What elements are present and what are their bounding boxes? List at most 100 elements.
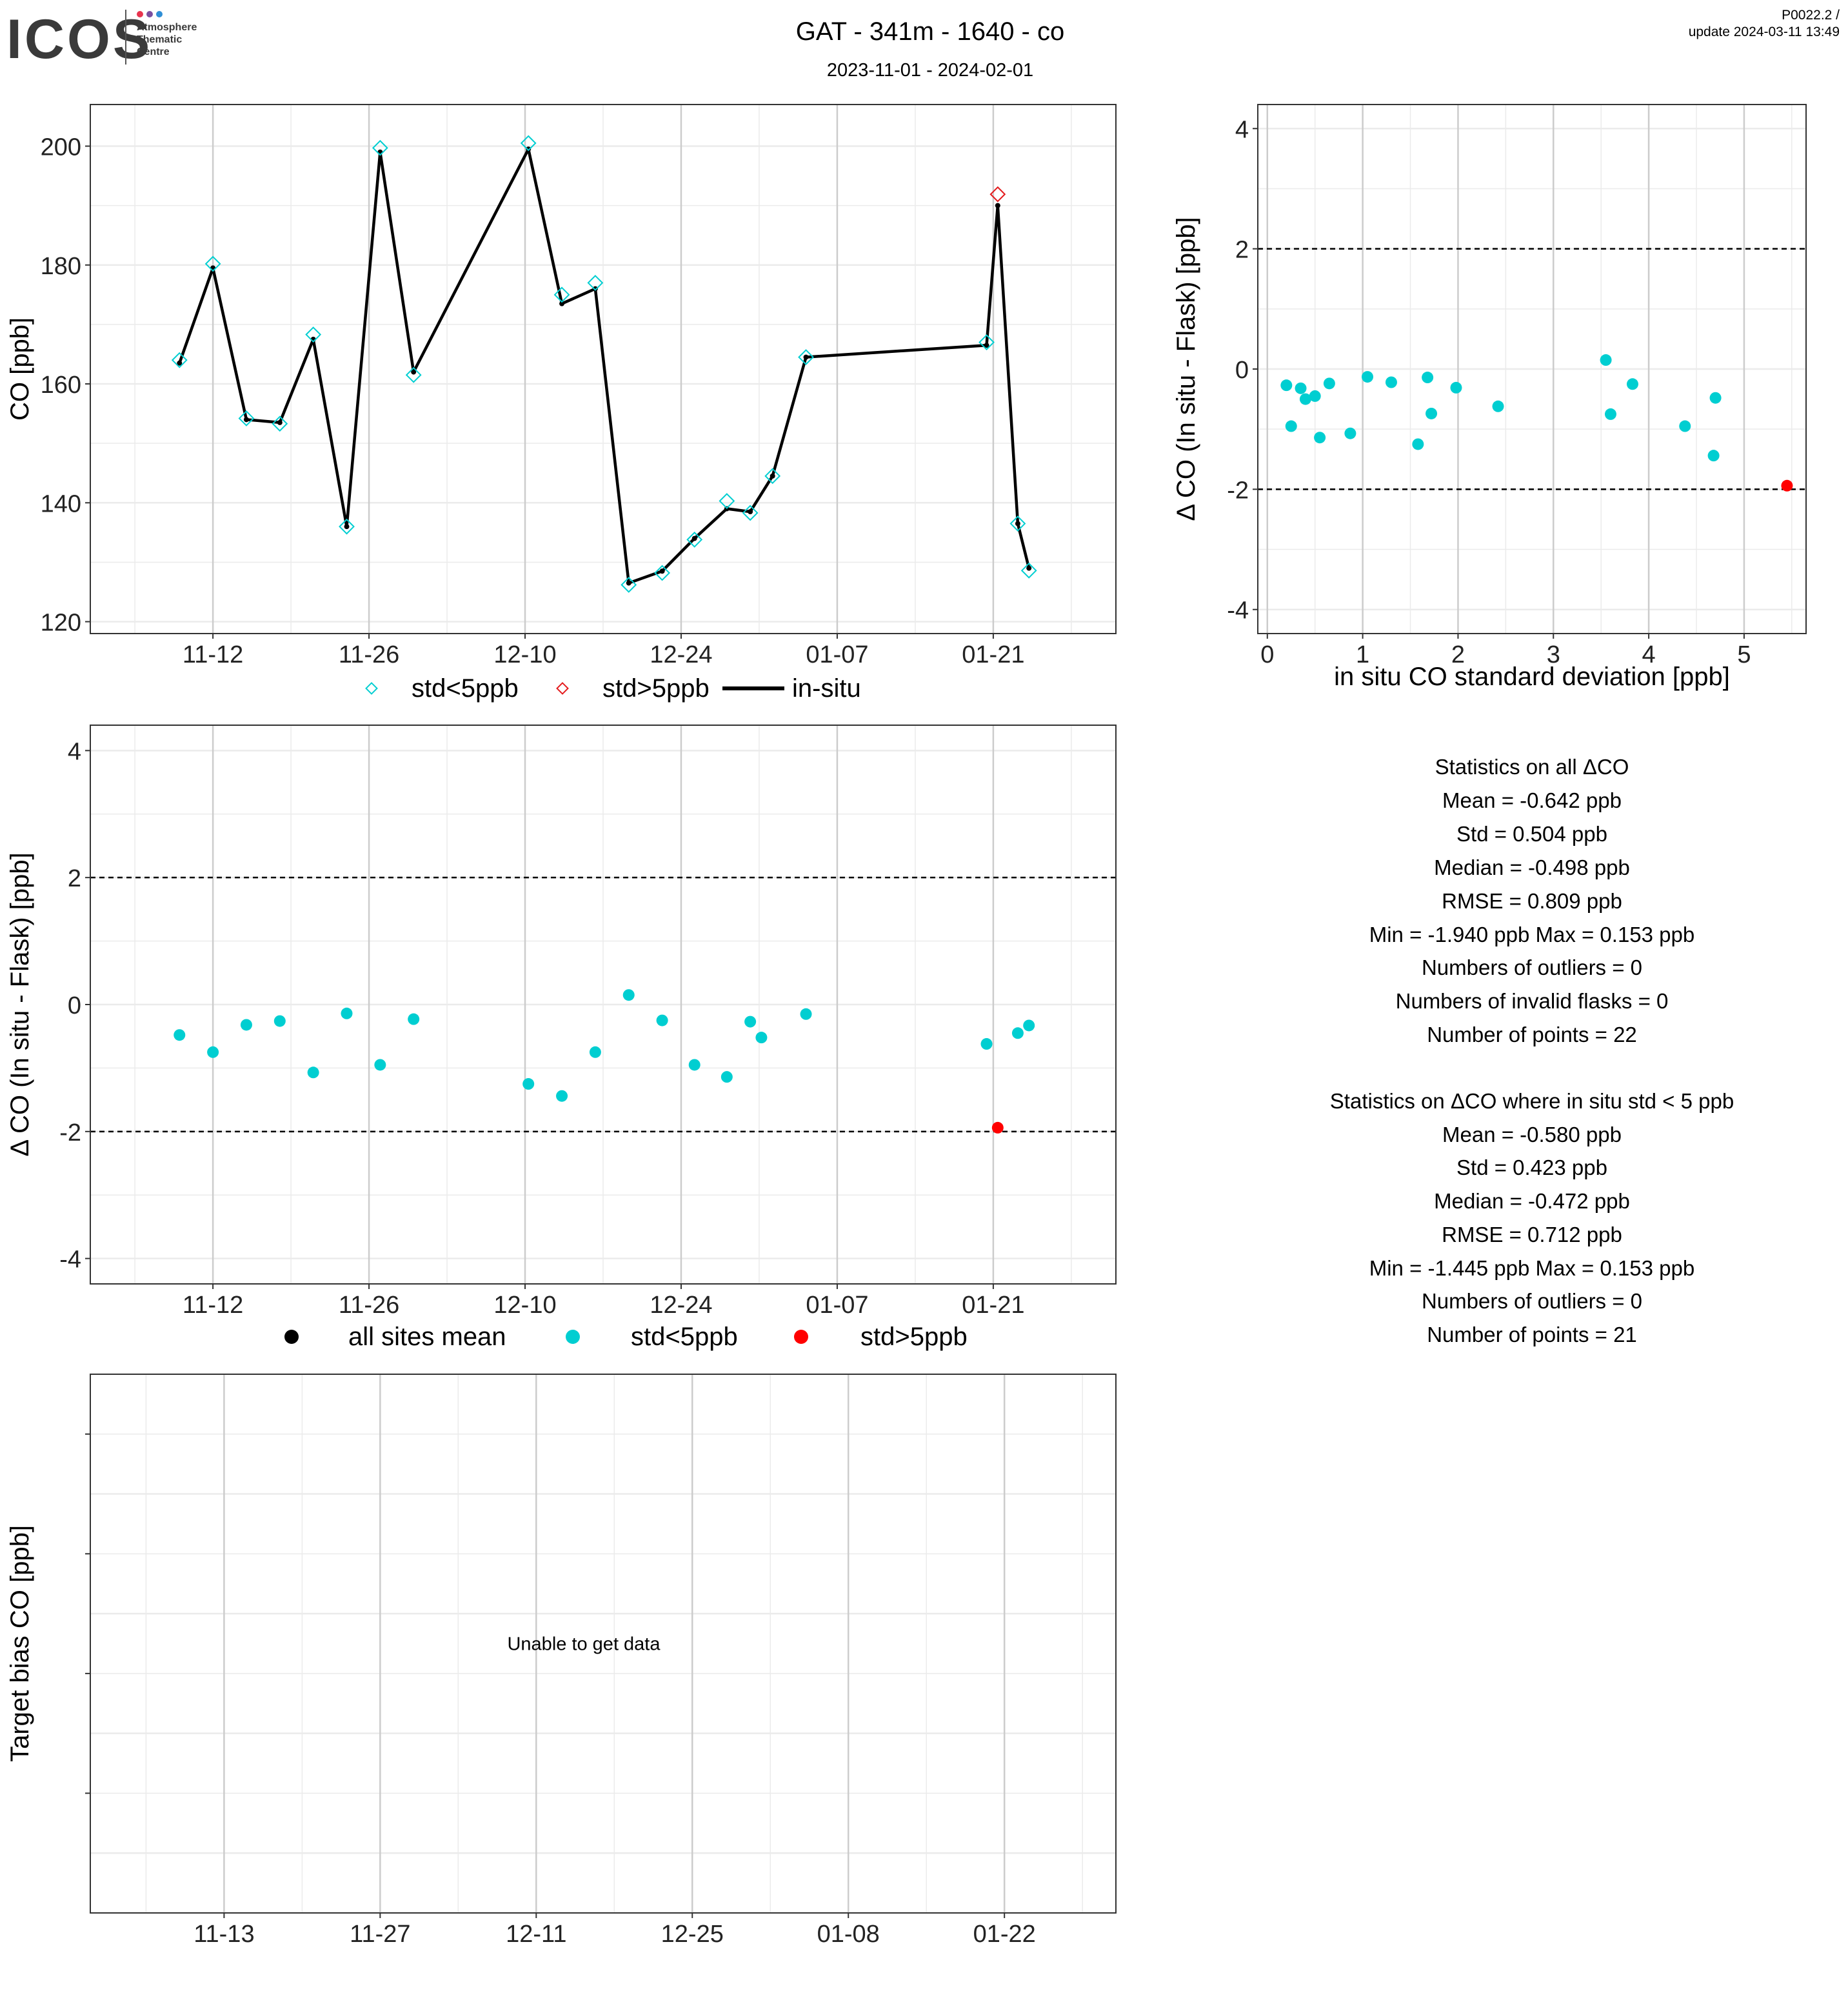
x-tick-label: 01-07: [806, 641, 868, 668]
x-tick-label: 11-26: [339, 641, 399, 668]
legend-label-all-sites: all sites mean: [348, 1323, 506, 1351]
stats-all-line: Median = -0.498 ppb: [1434, 855, 1630, 879]
insitu-point: [659, 568, 665, 574]
x-tick-label: 12-24: [650, 1292, 712, 1319]
insitu-point: [803, 354, 809, 360]
legend-diamond-cyan: [365, 682, 378, 695]
stats-std5-line: Mean = -0.580 ppb: [1442, 1123, 1622, 1146]
x-tick-label: 12-24: [650, 641, 712, 668]
y-axis-title: Target bias CO [ppb]: [6, 1525, 34, 1762]
insitu-point: [277, 419, 283, 425]
insitu-line: [178, 147, 1031, 585]
x-tick-label: 12-11: [506, 1921, 566, 1948]
stats-all-line: Number of points = 22: [1427, 1023, 1637, 1046]
y-tick-label: 0: [1235, 357, 1249, 384]
delta-point-high-std: [1781, 479, 1793, 492]
x-tick-label: 01-08: [817, 1921, 880, 1948]
logo-sub-1: Atmosphere: [137, 22, 197, 33]
y-tick-label: 2: [1235, 237, 1249, 264]
delta-point: [589, 1046, 601, 1058]
delta-legend: all sites mean std<5ppb std>5ppb: [284, 1323, 968, 1351]
stats-all-line: Min = -1.940 ppb Max = 0.153 ppb: [1369, 923, 1695, 946]
flask-point: [405, 366, 422, 383]
flask-point: [1009, 515, 1026, 532]
delta-point: [622, 989, 635, 1001]
delta-point: [1309, 390, 1321, 402]
x-tick-label: 0: [1260, 641, 1274, 668]
delta-point: [556, 1090, 568, 1102]
delta-point: [174, 1029, 186, 1041]
flask-point: [553, 286, 570, 303]
stats-std5-line: Number of points = 21: [1427, 1323, 1637, 1346]
statistics-block: Statistics on all ΔCO Mean = -0.642 ppb …: [1330, 755, 1734, 1346]
stats-std5-line: Statistics on ΔCO where in situ std < 5 …: [1330, 1089, 1734, 1113]
delta-point: [341, 1007, 353, 1019]
delta-point: [744, 1016, 757, 1028]
legend-dot-red: [794, 1330, 808, 1344]
stats-std5-line: RMSE = 0.712 ppb: [1442, 1223, 1622, 1246]
insitu-point: [177, 360, 183, 366]
flask-point: [587, 274, 604, 291]
x-tick-label: 11-26: [339, 1292, 399, 1319]
stats-all-line: Std = 0.504 ppb: [1456, 822, 1607, 846]
logo-dot-red: [137, 11, 143, 17]
delta-point: [207, 1046, 219, 1058]
timeseries-legend: std<5ppb std>5ppb in-situ: [365, 674, 861, 703]
flask-point: [272, 415, 288, 432]
y-tick-label: 0: [68, 992, 81, 1019]
legend-dot-cyan: [566, 1330, 580, 1344]
flask-point: [520, 135, 537, 152]
y-tick-label: 4: [1235, 116, 1249, 143]
x-tick-label: 1: [1356, 641, 1369, 668]
flask-point: [742, 505, 759, 521]
no-data-message: Unable to get data: [507, 1634, 661, 1655]
delta-point: [688, 1059, 700, 1071]
delta-point: [1344, 427, 1356, 439]
flask-point: [719, 493, 735, 509]
delta-point: [1314, 432, 1326, 444]
insitu-point: [411, 369, 417, 375]
insitu-point: [559, 301, 565, 306]
stats-all-line: Numbers of invalid flasks = 0: [1396, 989, 1669, 1013]
delta-point: [522, 1078, 535, 1090]
flask-point: [372, 139, 388, 156]
y-tick-label: -4: [1227, 597, 1249, 625]
y-tick-label: 140: [41, 490, 81, 517]
flask-point: [798, 349, 814, 365]
page-title: GAT - 341m - 1640 - co: [796, 17, 1064, 46]
y-tick-label: 120: [41, 610, 81, 637]
y-axis-title: Δ CO (In situ - Flask) [ppb]: [6, 852, 34, 1156]
insitu-point: [344, 524, 350, 530]
legend-diamond-red: [556, 682, 569, 695]
delta-point: [1426, 407, 1438, 419]
insitu-point: [1026, 565, 1032, 571]
delta-point: [1285, 420, 1297, 432]
target-bias-panel: 11-13 11-27 12-11 12-25 01-08 01-22 Target bia…: [6, 1374, 1117, 1948]
delta-point: [656, 1014, 668, 1026]
delta-point: [1295, 382, 1307, 394]
insitu-point: [748, 509, 753, 515]
delta-point: [273, 1015, 286, 1027]
y-tick-label: 160: [41, 372, 81, 399]
co-timeseries-panel: 11-12 11-26 12-10 12-24 01-07 01-21 120 140 160 1…: [6, 104, 1117, 668]
insitu-point: [592, 286, 598, 292]
page-subtitle: 2023-11-01 - 2024-02-01: [827, 60, 1033, 81]
x-tick-label: 01-07: [806, 1292, 868, 1319]
delta-point: [1023, 1019, 1035, 1032]
flask-point: [764, 468, 781, 485]
flask-point: [621, 577, 637, 593]
y-axis-title: Δ CO (In situ - Flask) [ppb]: [1172, 217, 1200, 521]
legend-label-std-gt5-b: std>5ppb: [860, 1323, 968, 1351]
y-axis-title: CO [ppb]: [6, 317, 34, 421]
y-tick-label: -4: [59, 1246, 81, 1274]
insitu-point: [691, 535, 697, 541]
delta-point: [800, 1008, 812, 1020]
flask-point: [171, 352, 188, 368]
x-tick-label: 5: [1737, 641, 1751, 668]
legend-label-std-gt5: std>5ppb: [602, 674, 710, 703]
logo-sub-2: Thematic: [137, 34, 182, 45]
logo-dot-blue: [156, 11, 163, 17]
legend-label-std-lt5: std<5ppb: [412, 674, 519, 703]
delta-point: [1600, 354, 1612, 366]
